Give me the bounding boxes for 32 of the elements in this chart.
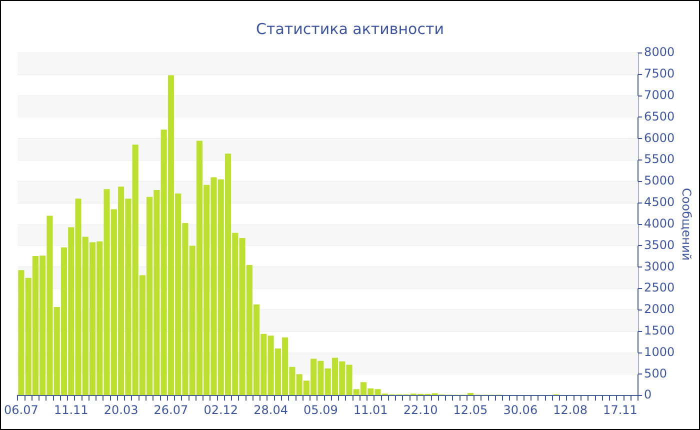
- y-tick-label: 4500: [644, 195, 675, 210]
- y-tick-label: 0: [644, 388, 652, 402]
- y-tick-label: 6000: [644, 130, 675, 145]
- y-tick-label: 2500: [644, 280, 675, 295]
- y-tick-label: 5500: [644, 152, 675, 166]
- x-tick-label: 28.04: [254, 402, 288, 417]
- x-tick-label: 30.06: [503, 402, 538, 417]
- y-tick-label: 5000: [644, 174, 675, 188]
- x-tick-label: 12.05: [453, 402, 488, 417]
- y-tick-label: 500: [644, 366, 667, 380]
- x-tick-label: 06.07: [4, 402, 38, 417]
- x-tick-label: 11.11: [54, 402, 88, 417]
- x-tick-label: 11.01: [353, 402, 388, 417]
- x-tick-label: 12.08: [553, 402, 588, 417]
- y-tick-label: 8000: [644, 45, 675, 60]
- y-tick-label: 3000: [644, 259, 675, 274]
- y-axis-title: Сообщений: [680, 188, 694, 261]
- chart-title: Статистика активности: [256, 20, 444, 38]
- y-tick-label: 2000: [644, 302, 675, 316]
- x-tick-label: 02.12: [204, 402, 238, 417]
- y-tick-label: 1000: [644, 344, 675, 359]
- y-tick-label: 4000: [644, 216, 675, 230]
- y-tick-label: 6500: [644, 109, 675, 124]
- y-tick-label: 3500: [644, 238, 675, 252]
- y-tick-label: 7500: [644, 66, 675, 81]
- x-tick-label: 20.03: [104, 402, 138, 417]
- y-tick-label: 1500: [644, 323, 675, 338]
- y-tick-label: 7000: [644, 88, 675, 102]
- x-tick-label: 26.07: [154, 402, 188, 417]
- x-tick-label: 05.09: [304, 402, 338, 417]
- x-tick-label: 17.11: [603, 402, 638, 417]
- x-tick-label: 22.10: [403, 402, 438, 417]
